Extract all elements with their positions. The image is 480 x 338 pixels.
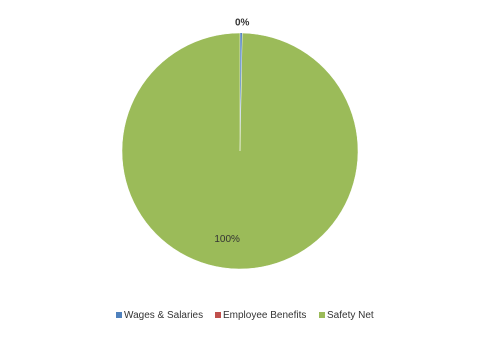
legend-label: Wages & Salaries (124, 310, 203, 321)
data-label: 100% (214, 234, 240, 245)
legend-label: Employee Benefits (223, 310, 306, 321)
data-label: 0% (235, 18, 250, 29)
legend-label: Safety Net (327, 310, 374, 321)
legend-swatch (116, 312, 122, 318)
legend-swatch (215, 312, 221, 318)
pie-slice (121, 32, 359, 270)
legend-swatch (319, 312, 325, 318)
